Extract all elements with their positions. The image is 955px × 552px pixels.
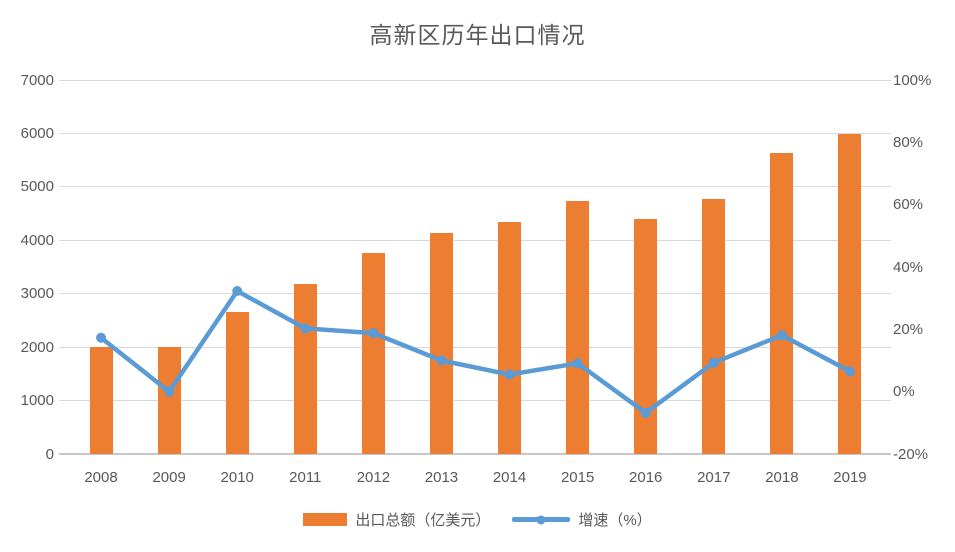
x-axis-label-2015: 2015 <box>560 469 595 486</box>
line-marker-2018 <box>776 330 787 341</box>
right-axis-tick-label: 40% <box>893 258 924 276</box>
legend: 出口总额（亿美元） 增速（%） <box>0 509 955 530</box>
left-axis-tick-label: 1000 <box>20 392 54 410</box>
left-axis-tick-label: 6000 <box>20 124 54 142</box>
gridline <box>59 79 891 81</box>
line-marker-2017 <box>708 357 719 368</box>
line-marker-2019 <box>844 366 855 377</box>
right-axis-tick-label: 80% <box>893 133 924 151</box>
x-axis-label-2009: 2009 <box>152 469 186 486</box>
x-axis-label-2016: 2016 <box>629 469 663 486</box>
x-axis-label-2017: 2017 <box>697 469 731 486</box>
legend-label-export-total: 出口总额（亿美元） <box>355 512 491 529</box>
bar-2014 <box>498 222 522 454</box>
gridline <box>59 186 891 188</box>
right-axis-tick-label: 0% <box>893 383 915 401</box>
x-axis-label-2018: 2018 <box>765 469 799 486</box>
right-axis-tick-label: 60% <box>893 196 924 214</box>
bar-2012 <box>361 253 385 454</box>
chart-title: 高新区历年出口情况 <box>369 23 586 49</box>
gridline <box>59 293 891 295</box>
x-axis-label-2013: 2013 <box>424 469 459 486</box>
left-axis-tick-label: 3000 <box>20 285 54 303</box>
bar-2016 <box>634 219 658 454</box>
bar-2019 <box>838 133 862 454</box>
line-series-swatch-icon <box>512 515 571 524</box>
line-marker-2015 <box>572 358 583 369</box>
x-axis-label-2019: 2019 <box>833 469 867 486</box>
left-axis-tick-label: 2000 <box>20 338 54 356</box>
line-marker-icon <box>536 515 546 524</box>
bar-2018 <box>770 152 794 454</box>
right-axis-tick-label: 100% <box>893 71 932 89</box>
line-marker-2016 <box>640 407 651 418</box>
x-axis-line <box>59 453 891 455</box>
line-marker-2012 <box>368 328 379 339</box>
x-axis-label-2014: 2014 <box>492 469 527 486</box>
line-marker-2008 <box>96 332 107 343</box>
line-marker-2009 <box>164 386 175 397</box>
growth-rate-polyline <box>98 288 853 416</box>
gridline <box>59 346 891 348</box>
bar-2008 <box>89 347 113 454</box>
left-axis-tick-label: 0 <box>45 445 54 463</box>
right-axis-tick-label: 20% <box>893 320 924 338</box>
legend-item-export-total: 出口总额（亿美元） <box>303 509 490 530</box>
x-axis-label-2010: 2010 <box>220 469 254 486</box>
x-axis-label-2008: 2008 <box>84 469 118 486</box>
bar-series-swatch-icon <box>303 513 348 526</box>
line-marker-2014 <box>504 369 515 380</box>
left-axis-tick-label: 7000 <box>20 71 54 89</box>
gridline <box>59 132 891 134</box>
bar-2009 <box>157 347 181 454</box>
line-marker-2011 <box>300 323 311 334</box>
line-marker-2013 <box>436 355 447 366</box>
legend-item-growth-rate: 增速（%） <box>512 509 652 530</box>
bar-2013 <box>429 232 453 454</box>
right-axis-tick-label: -20% <box>893 445 929 463</box>
left-axis-tick-label: 4000 <box>20 231 54 249</box>
bar-2017 <box>702 198 726 454</box>
left-axis-tick-label: 5000 <box>20 178 54 196</box>
gridline <box>59 239 891 241</box>
bar-2015 <box>566 200 590 454</box>
legend-label-growth-rate: 增速（%） <box>578 512 652 529</box>
x-axis-label-2012: 2012 <box>356 469 391 486</box>
line-marker-2010 <box>232 285 243 296</box>
bar-2010 <box>225 312 249 454</box>
gridline <box>59 400 891 402</box>
x-axis-label-2011: 2011 <box>289 469 322 486</box>
